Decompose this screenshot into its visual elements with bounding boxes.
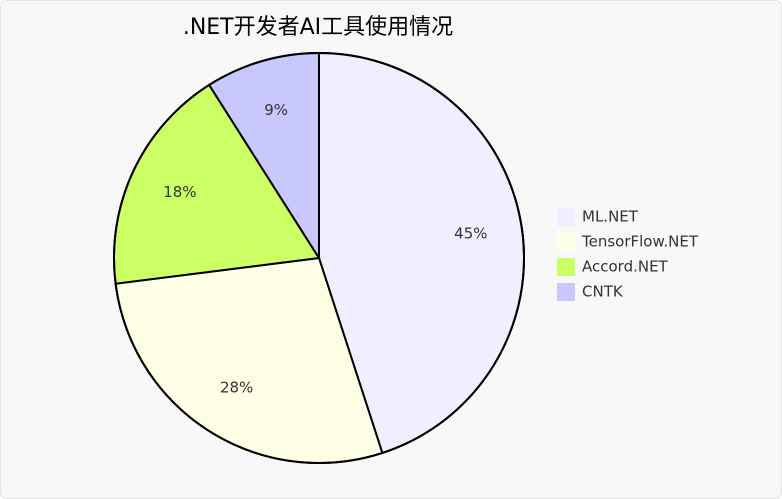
slice-label: 28% — [220, 378, 253, 396]
legend-label: CNTK — [582, 283, 624, 301]
legend-swatch — [557, 233, 575, 251]
slice-label: 18% — [163, 183, 196, 201]
chart-title: .NET开发者AI工具使用情况 — [183, 15, 453, 40]
slice-label: 9% — [264, 101, 288, 119]
legend-label: ML.NET — [582, 208, 639, 226]
slice-label: 45% — [454, 224, 487, 242]
legend-label: TensorFlow.NET — [581, 233, 699, 251]
legend-swatch — [557, 208, 575, 226]
pie-outline — [113, 52, 525, 464]
legend-swatch — [557, 283, 575, 301]
legend-swatch — [557, 258, 575, 276]
legend-label: Accord.NET — [582, 258, 669, 276]
